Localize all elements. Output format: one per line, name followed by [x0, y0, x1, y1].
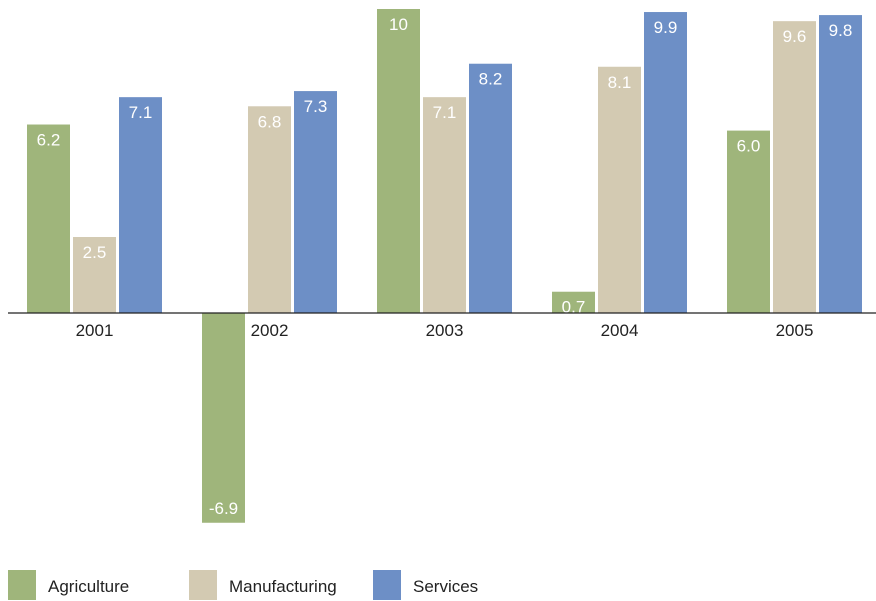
legend-swatch-agriculture — [8, 570, 36, 600]
bar-agriculture-2004 — [552, 291, 595, 313]
data-label-services-2002: 7.3 — [304, 97, 328, 116]
x-tick-labels: 2001 2002 2003 2004 2005 — [76, 321, 814, 340]
bar-manufacturing-2005 — [773, 21, 816, 313]
data-label-manufacturing-2005: 9.6 — [783, 27, 807, 46]
data-label-services-2005: 9.8 — [829, 21, 853, 40]
data-label-agriculture-2004: 0.7 — [562, 298, 586, 317]
data-label-agriculture-2002: -6.9 — [209, 499, 238, 518]
data-label-manufacturing-2003: 7.1 — [433, 103, 457, 122]
legend-label-agriculture: Agriculture — [48, 577, 129, 596]
bar-services-2001 — [119, 97, 162, 313]
legend-swatch-manufacturing — [189, 570, 217, 600]
bar-agriculture-2003 — [377, 9, 420, 313]
x-tick-label-2001: 2001 — [76, 321, 114, 340]
data-label-manufacturing-2002: 6.8 — [258, 112, 282, 131]
bar-agriculture-2002 — [202, 313, 245, 523]
data-label-agriculture-2001: 6.2 — [37, 131, 61, 150]
data-label-agriculture-2003: 10 — [389, 15, 408, 34]
bar-manufacturing-2002 — [248, 106, 291, 313]
bar-manufacturing-2003 — [423, 97, 466, 313]
legend-label-services: Services — [413, 577, 478, 596]
data-label-manufacturing-2001: 2.5 — [83, 243, 107, 262]
bar-services-2003 — [469, 63, 512, 313]
bar-agriculture-2001 — [27, 124, 70, 314]
x-tick-label-2003: 2003 — [426, 321, 464, 340]
x-tick-label-2005: 2005 — [776, 321, 814, 340]
x-tick-label-2002: 2002 — [251, 321, 289, 340]
data-label-services-2003: 8.2 — [479, 70, 503, 89]
bar-manufacturing-2001 — [73, 237, 116, 313]
bar-services-2002 — [294, 91, 337, 313]
bar-services-2004 — [644, 12, 687, 313]
legend-swatch-services — [373, 570, 401, 600]
bar-manufacturing-2004 — [598, 66, 641, 313]
data-label-services-2001: 7.1 — [129, 103, 153, 122]
legend-label-manufacturing: Manufacturing — [229, 577, 337, 596]
x-tick-label-2004: 2004 — [601, 321, 639, 340]
bars-group: 6.2 2.5 7.1 -6.9 6.8 7.3 10 7.1 8.2 0.7 8.1 9.9 6.0 9… — [27, 9, 862, 523]
bar-agriculture-2005 — [727, 130, 770, 313]
legend: Agriculture Manufacturing Services — [8, 570, 478, 600]
data-label-agriculture-2005: 6.0 — [737, 137, 761, 156]
data-label-manufacturing-2004: 8.1 — [608, 73, 632, 92]
bar-services-2005 — [819, 15, 862, 314]
data-label-services-2004: 9.9 — [654, 18, 678, 37]
